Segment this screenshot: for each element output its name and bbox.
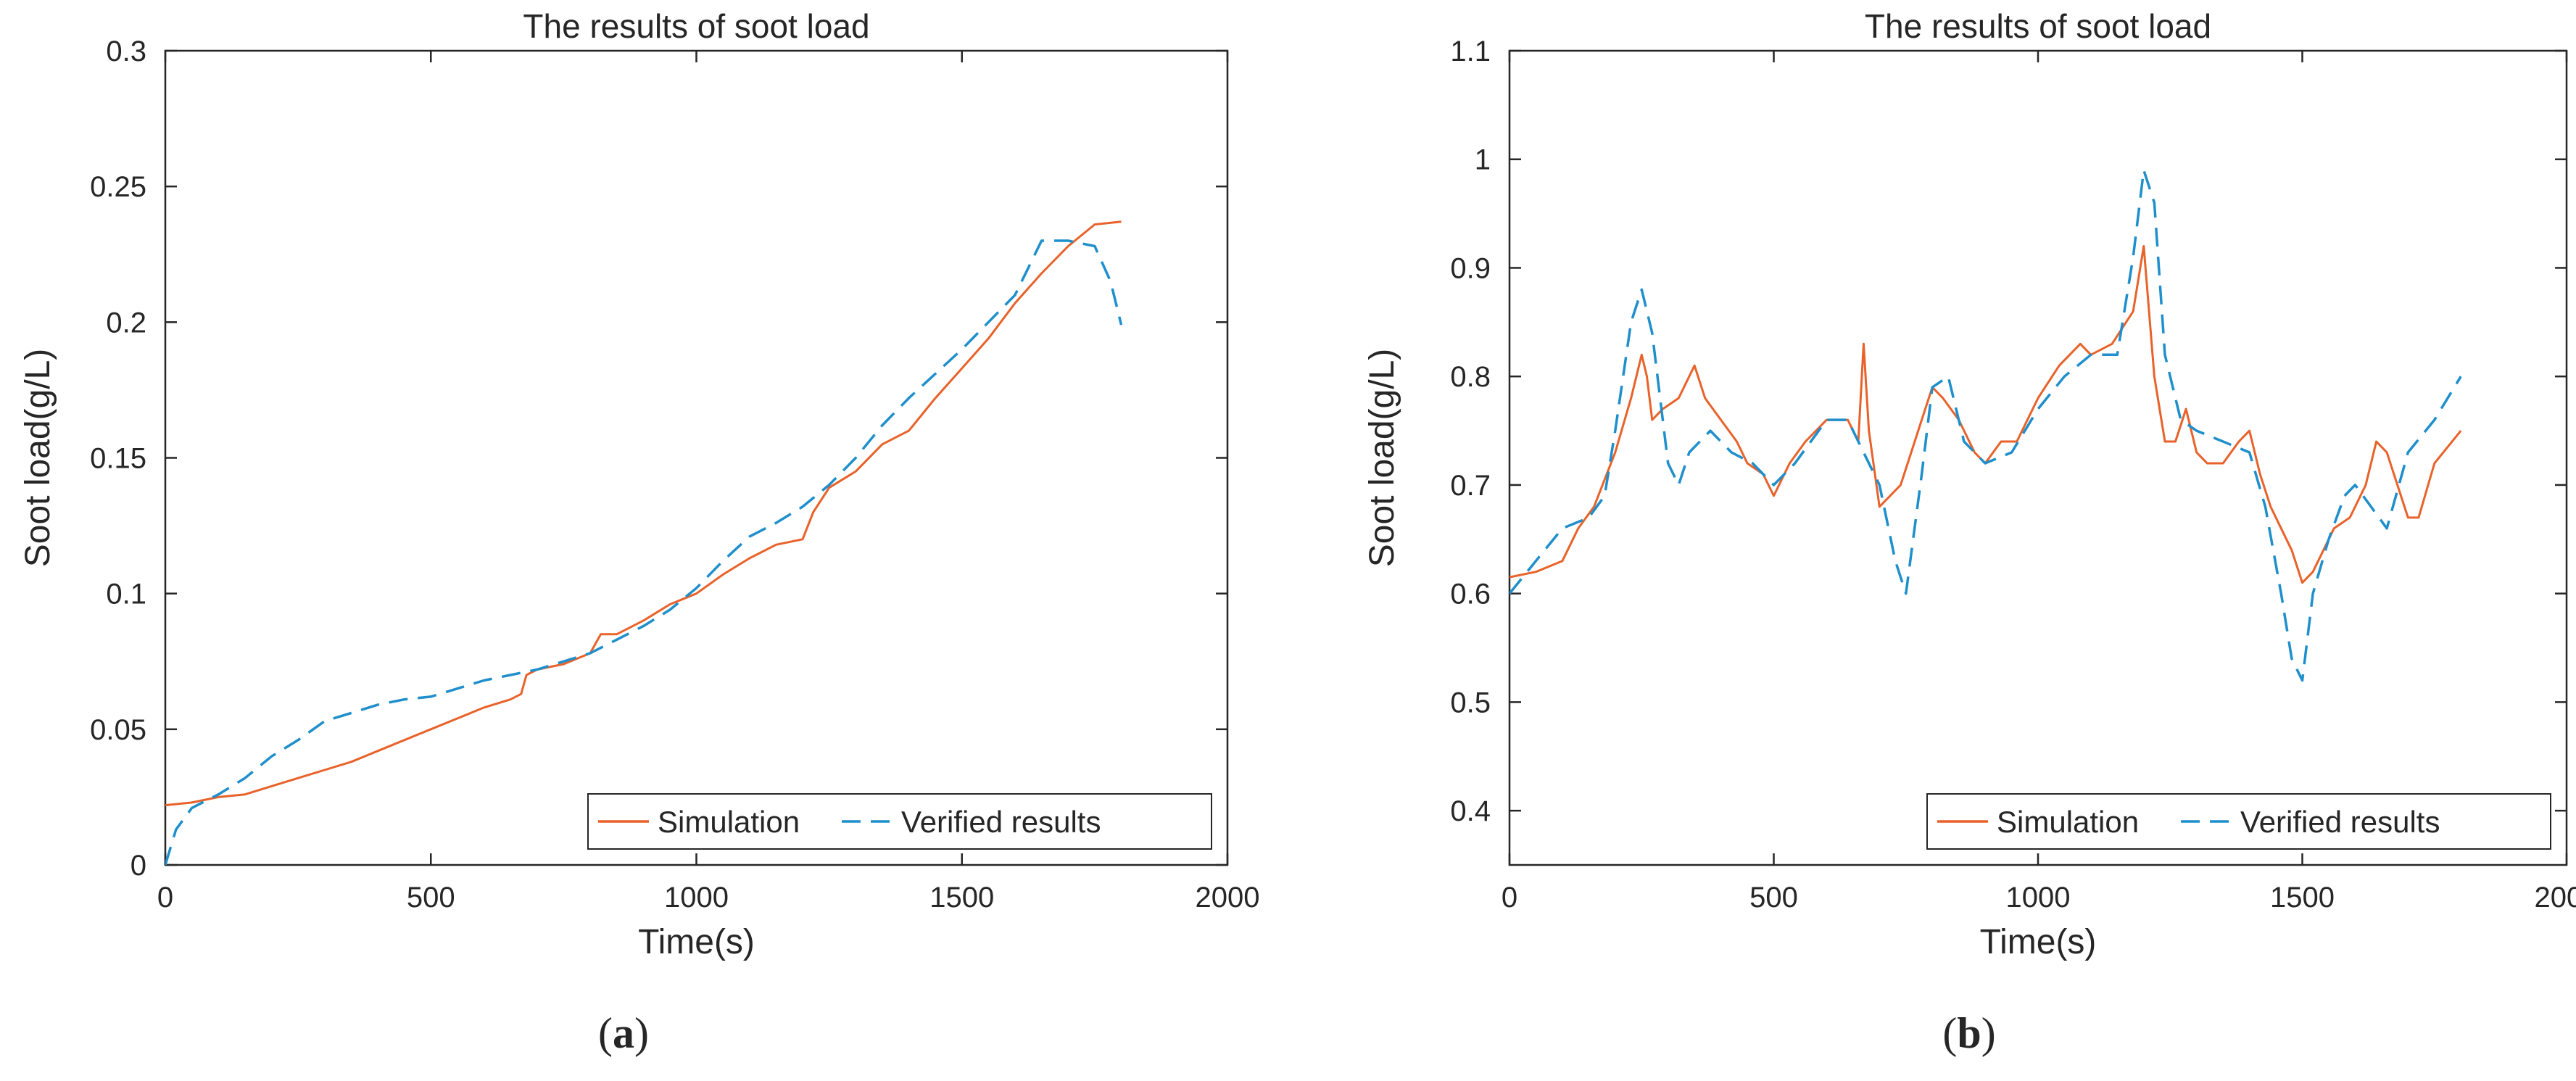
series-line-simulation: [1509, 245, 2462, 584]
y-tick-label: 0.15: [90, 443, 146, 475]
y-tick-label: 0.3: [106, 36, 146, 67]
y-tick-label: 0.05: [90, 714, 146, 746]
y-tick-label: 0.6: [1450, 579, 1491, 610]
legend: Simulation Verified results: [1926, 793, 2551, 850]
legend-label-simulation: Simulation: [1997, 805, 2139, 839]
y-tick-label: 0.5: [1450, 687, 1491, 718]
x-tick-label: 0: [157, 882, 173, 914]
x-axis-label: Time(s): [1980, 923, 2097, 961]
x-tick-label: 1000: [664, 882, 729, 914]
panel-letter: a: [613, 1009, 634, 1057]
x-axis-label: Time(s): [638, 923, 755, 961]
x-tick-label: 1000: [2006, 882, 2071, 914]
legend-label-verified-results: Verified results: [901, 805, 1101, 839]
x-tick-label: 500: [1749, 882, 1798, 914]
y-axis-label: Soot load(g/L): [19, 349, 57, 568]
y-axis-label: Soot load(g/L): [1363, 349, 1401, 568]
y-tick-label: 0.8: [1450, 361, 1491, 393]
y-tick-label: 1.1: [1450, 36, 1491, 67]
panel-letter: b: [1957, 1009, 1981, 1057]
legend-box: [1926, 793, 2551, 850]
series-line-simulation: [165, 220, 1122, 807]
series-line-verified-results: [165, 239, 1123, 865]
x-tick-label: 2000: [2535, 882, 2576, 914]
y-tick-label: 1: [1475, 144, 1491, 176]
legend: Simulation Verified results: [587, 793, 1212, 850]
legend-box: [587, 793, 1212, 850]
y-tick-label: 0.4: [1450, 795, 1491, 827]
panel-label: (a): [598, 1009, 649, 1057]
legend-label-simulation: Simulation: [658, 805, 800, 839]
y-tick-label: 0: [131, 850, 146, 882]
x-tick-label: 1500: [2270, 882, 2335, 914]
x-tick-label: 2000: [1196, 882, 1260, 914]
panel-label: (b): [1942, 1009, 1995, 1057]
x-tick-label: 1500: [929, 882, 994, 914]
y-tick-label: 0.1: [106, 579, 146, 610]
y-tick-label: 0.7: [1450, 470, 1491, 502]
chart-title: The results of soot load: [523, 7, 869, 45]
y-tick-label: 0.2: [106, 307, 146, 339]
series-line-verified-results: [1509, 168, 2462, 682]
chart-panel-b: 0 500 1000 1500 2000 0.4 0.5 0.6 0.7 0.8 0.9 1 1.1 Th…: [1363, 7, 2576, 1057]
legend-label-verified-results: Verified results: [2240, 805, 2440, 839]
chart-panel-a: 0 500 1000 1500 2000 0 0.05 0.1 0.15 0.2 0.25 0.3 Th…: [19, 7, 1259, 1057]
x-tick-label: 500: [407, 882, 455, 914]
y-tick-label: 0.9: [1450, 252, 1491, 284]
y-tick-label: 0.25: [90, 171, 146, 203]
chart-title: The results of soot load: [1865, 7, 2211, 45]
x-tick-label: 0: [1502, 882, 1517, 914]
